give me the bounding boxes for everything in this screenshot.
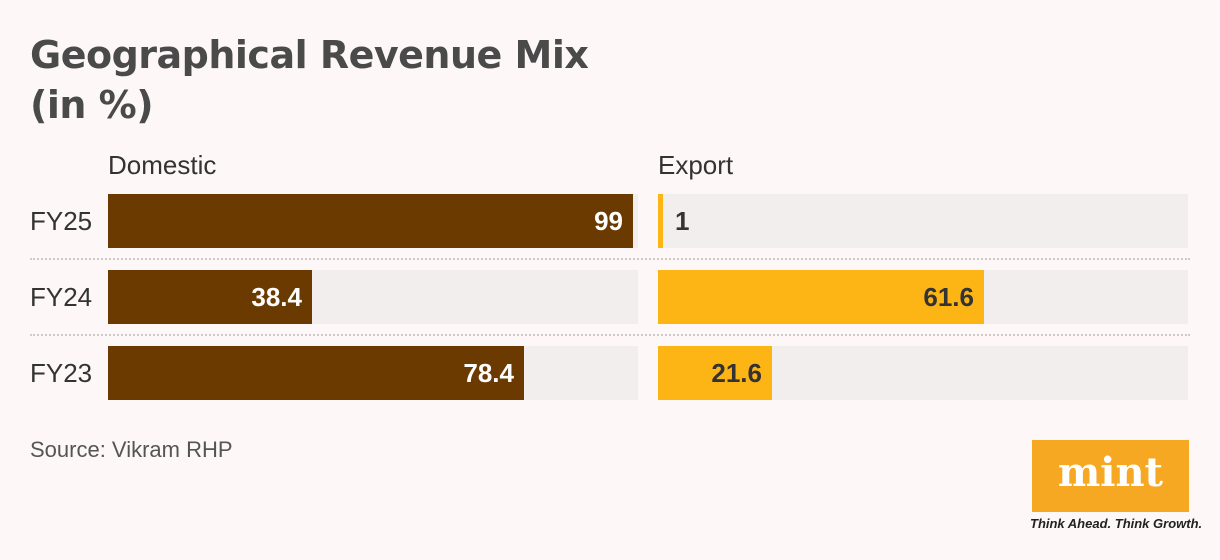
row-label-fy25: FY25 <box>30 206 93 236</box>
bar-track-export-fy24: 61.6 <box>658 270 1188 324</box>
bar-domestic-fy25 <box>108 194 633 248</box>
chart-title-main: Geographical Revenue Mix <box>30 33 589 77</box>
bar-export-fy23 <box>658 346 772 400</box>
bar-track-domestic-fy25: 99 <box>108 194 638 248</box>
brand-tagline: Think Ahead. Think Growth. <box>1030 516 1203 531</box>
mint-logo: mint <box>1032 440 1189 512</box>
series-label-export: Export <box>658 150 734 180</box>
mint-logo-text: mint <box>1057 449 1164 496</box>
bar-export-fy25 <box>658 194 663 248</box>
data-label-domestic-fy24: 38.4 <box>251 282 302 312</box>
row-label-fy23: FY23 <box>30 358 93 388</box>
row-divider <box>30 258 1190 260</box>
bar-track-domestic-fy24: 38.4 <box>108 270 638 324</box>
bar-track-export-fy25: 1 <box>658 194 1188 248</box>
bar-export-fy24 <box>658 270 984 324</box>
bar-track-domestic-fy23: 78.4 <box>108 346 638 400</box>
data-label-export-fy24: 61.6 <box>923 282 974 312</box>
bar-domestic-fy24 <box>108 270 312 324</box>
chart-title: Geographical Revenue Mix (in %) <box>30 30 589 130</box>
data-label-export-fy23: 21.6 <box>711 358 762 388</box>
row-label-fy24: FY24 <box>30 282 93 312</box>
source-note: Source: Vikram RHP <box>30 437 233 462</box>
row-divider <box>30 334 1190 336</box>
data-label-domestic-fy25: 99 <box>594 206 623 236</box>
data-label-domestic-fy23: 78.4 <box>463 358 514 388</box>
series-label-domestic: Domestic <box>108 150 217 180</box>
chart-subtitle: (in %) <box>30 83 154 127</box>
bar-track-export-fy23: 21.6 <box>658 346 1188 400</box>
data-label-export-fy25: 1 <box>675 206 690 236</box>
bar-domestic-fy23 <box>108 346 524 400</box>
